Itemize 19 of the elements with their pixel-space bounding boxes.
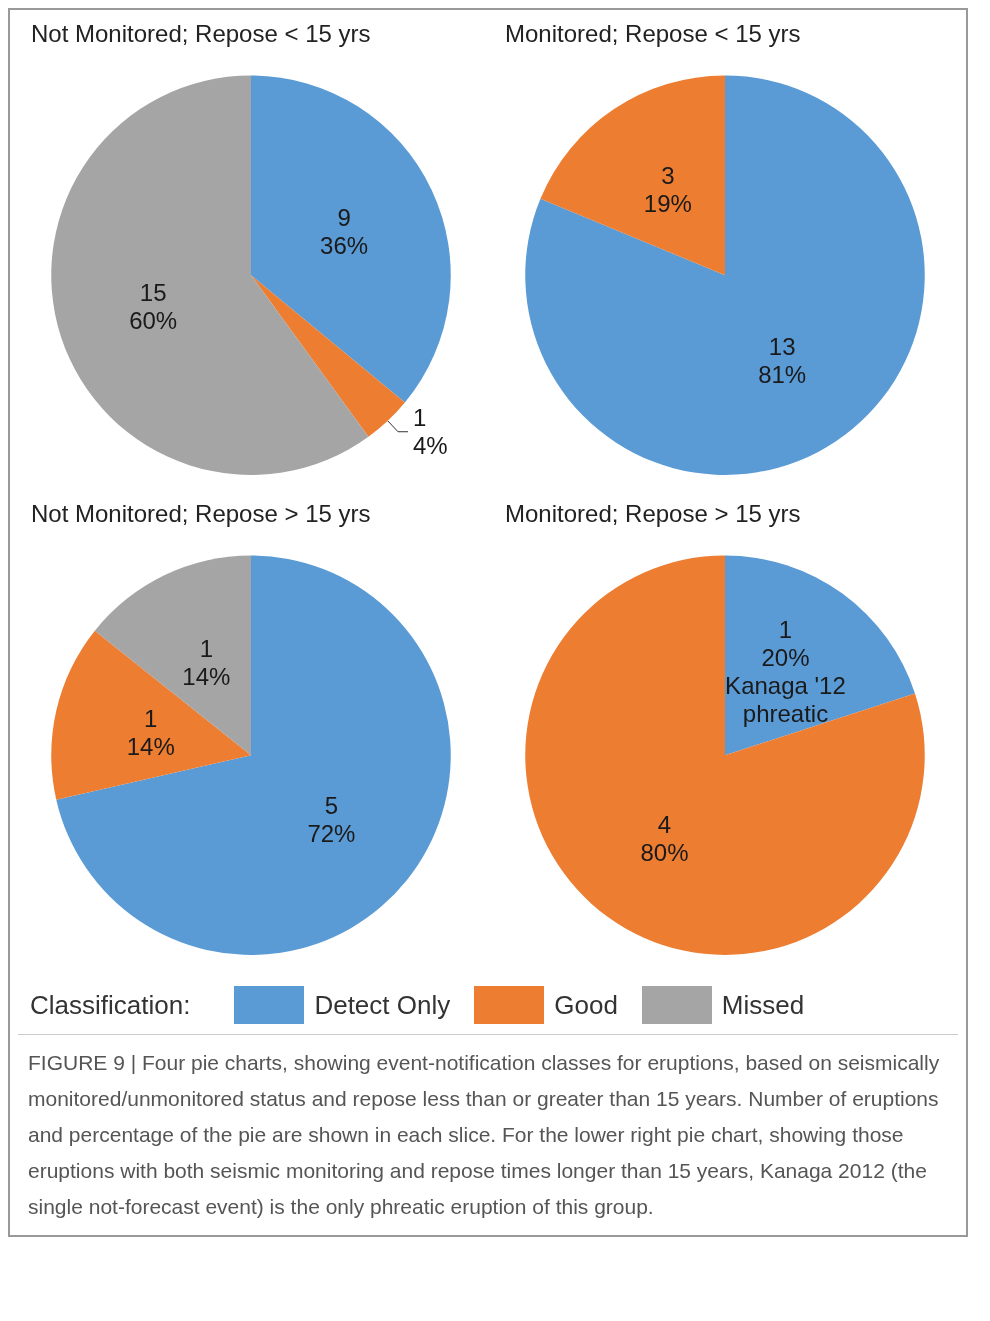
data-label: 4 80% [640,810,689,866]
data-label: 3 19% [643,162,692,218]
legend-label: Detect Only [314,989,451,1021]
caption: FIGURE 9 | Four pie charts, showing event-notification classes for eruptions, based on seismically monitored/unmonitored status and repose less than or greater than 15 years. Number of eruptions and percentage of the pie are shown in each slice. For the lower right pie chart, showing those eruptions with both seismic monitoring and repose times longer than 15 years, Kanaga 2012 (the single not-forecast event) is the only phreatic eruption of this group. [18,1034,958,1225]
chart-title: Monitored; Repose < 15 yrs [505,19,801,47]
data-label: 5 72% [307,791,356,847]
data-label: 1 14% [126,704,175,760]
chart-title: Not Monitored; Repose < 15 yrs [31,19,371,47]
data-label: 13 81% [758,333,807,389]
legend-title: Classification: [30,989,191,1021]
data-label: 15 60% [129,279,178,335]
data-label: 1 14% [182,635,231,691]
legend-label: Good [554,989,618,1021]
data-label: 1 20% Kanaga '12 phreatic [725,616,846,728]
chart-title: Monitored; Repose > 15 yrs [505,499,801,527]
data-label: 1 4% [413,404,448,460]
legend-label: Missed [721,989,805,1021]
data-label: 9 36% [320,203,369,259]
chart-title: Not Monitored; Repose > 15 yrs [31,499,371,527]
